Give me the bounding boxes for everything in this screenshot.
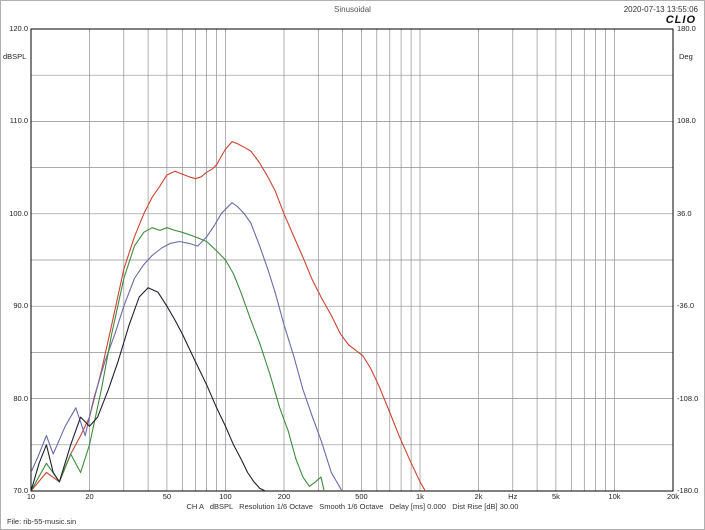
- x-axis-tick-label: 10: [26, 492, 36, 501]
- phase-axis-tick-label: -180.0: [677, 486, 699, 495]
- red-curve: [31, 141, 426, 491]
- measurement-settings-bar: CH A dBSPL Resolution 1/6 Octave Smooth …: [186, 502, 519, 511]
- x-axis-unit-label: Hz: [508, 492, 518, 501]
- phase-axis-tick-label: -108.0: [677, 393, 699, 403]
- clio-logo: CLIO: [665, 14, 696, 26]
- y-axis-tick-label: 90.0: [13, 301, 28, 311]
- phase-axis-tick-label: 180.0: [677, 24, 696, 33]
- timestamp: 2020-07-13 13:55:06: [623, 5, 698, 14]
- y-axis-tick-label: 110.0: [9, 116, 28, 126]
- y-axis-tick-label: 70.0: [13, 486, 28, 495]
- phase-axis-tick-label: 108.0: [677, 116, 696, 126]
- black-curve: [31, 287, 266, 491]
- file-name-label: File: rib-55-music.sin: [7, 517, 77, 526]
- x-axis-tick-label: 10k: [608, 492, 621, 501]
- y-axis-tick-label: 120.0: [9, 24, 28, 33]
- y-axis-tick-label: 100.0: [9, 208, 28, 218]
- page-title: Sinusoidal: [334, 5, 371, 14]
- y-axis-unit-label: dBSPL: [3, 52, 27, 61]
- phase-axis-tick-label: 36.0: [677, 208, 692, 218]
- blue-curve: [31, 202, 343, 491]
- x-axis-tick-label: 20k: [666, 492, 680, 501]
- x-axis-tick-label: 500: [355, 492, 368, 501]
- x-axis-tick-label: 20: [85, 492, 94, 501]
- phase-axis-tick-label: -36.0: [677, 301, 695, 311]
- y-axis-tick-label: 80.0: [13, 393, 28, 403]
- phase-axis-unit-label: Deg: [679, 52, 693, 61]
- x-axis-tick-label: 5k: [551, 492, 560, 501]
- x-axis-tick-label: 2k: [474, 492, 483, 501]
- x-axis-tick-label: 100: [219, 492, 232, 501]
- x-axis-tick-label: 200: [277, 492, 291, 501]
- x-axis-tick-label: 50: [162, 492, 172, 501]
- x-axis-tick-label: 1k: [416, 492, 424, 501]
- green-curve: [31, 227, 325, 491]
